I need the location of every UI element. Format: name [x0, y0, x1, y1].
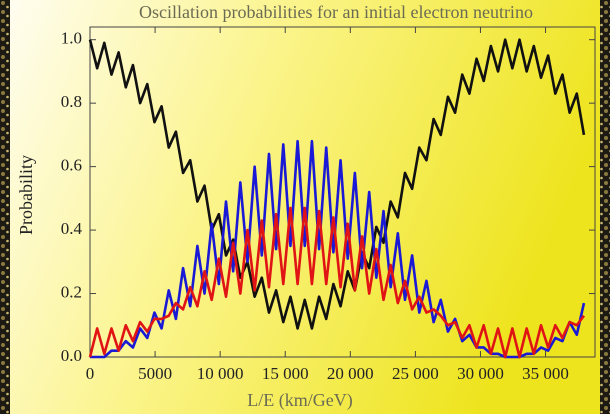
series-line — [88, 38, 586, 330]
x-tick-label: 30 000 — [457, 364, 504, 383]
x-axis-label: L/E (km/GeV) — [247, 390, 352, 411]
y-tick-label: 0.2 — [61, 282, 82, 301]
x-tick-label: 10 000 — [197, 364, 244, 383]
x-tick-label: 15 000 — [262, 364, 309, 383]
y-axis-label: Probability — [16, 155, 36, 235]
x-tick-label: 25 000 — [392, 364, 439, 383]
y-tick-label: 0.4 — [61, 219, 83, 238]
y-tick-label: 1.0 — [61, 29, 82, 48]
chart-title: Oscillation probabilities for an initial… — [139, 2, 533, 22]
series-line — [88, 206, 585, 359]
y-tick-label: 0.0 — [61, 346, 82, 365]
x-tick-label: 0 — [86, 364, 95, 383]
x-tick-label: 35 000 — [522, 364, 569, 383]
series-line — [90, 139, 586, 359]
plot-frame — [89, 26, 596, 358]
y-tick-label: 0.8 — [61, 92, 82, 111]
y-tick-label: 0.6 — [61, 156, 82, 175]
x-tick-label: 5000 — [138, 364, 172, 383]
x-tick-label: 20 000 — [327, 364, 374, 383]
